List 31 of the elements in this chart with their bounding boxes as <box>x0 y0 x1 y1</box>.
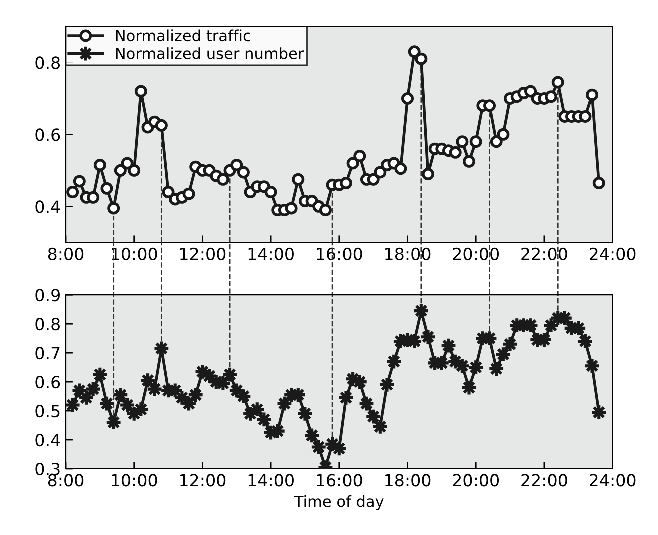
y-tick-label: 0.8 <box>36 56 60 70</box>
y-tick-label: 0.4 <box>36 200 60 214</box>
x-tick-label: 18:00 <box>386 248 431 260</box>
x-tick-label: 20:00 <box>453 474 500 487</box>
legend-label: Normalized user number <box>116 48 304 60</box>
y-tick-label: 0.8 <box>36 318 60 331</box>
x-tick-label: 18:00 <box>386 474 431 487</box>
x-tick-label: 20:00 <box>453 248 500 260</box>
x-axis-title: Time of day <box>294 496 384 510</box>
x-tick-label: 22:00 <box>522 248 568 260</box>
x-tick-label: 12:00 <box>180 474 226 487</box>
y-tick-label: 0.4 <box>36 434 60 447</box>
y-tick-label: 0.9 <box>36 289 60 302</box>
x-tick-label: 8:00 <box>48 248 84 260</box>
y-tick-label: 0.7 <box>36 347 60 360</box>
y-tick-label: 0.3 <box>36 462 60 476</box>
x-tick-label: 24:00 <box>590 474 636 487</box>
x-tick-label: 24:00 <box>590 248 636 260</box>
x-tick-label: 14:00 <box>248 474 294 487</box>
y-tick-label: 0.5 <box>36 404 60 418</box>
y-tick-label: 0.6 <box>36 128 60 142</box>
x-tick-label: 8:00 <box>48 474 84 487</box>
x-tick-label: 10:00 <box>112 474 158 487</box>
y-tick-label: 0.6 <box>36 376 60 389</box>
x-tick-label: 16:00 <box>317 248 362 260</box>
legend-label: Normalized traffic <box>116 30 250 42</box>
x-tick-label: 22:00 <box>522 474 568 487</box>
x-tick-label: 14:00 <box>248 248 294 260</box>
x-tick-label: 12:00 <box>180 248 226 260</box>
x-tick-label: 16:00 <box>317 474 362 487</box>
x-tick-label: 10:00 <box>112 248 158 260</box>
